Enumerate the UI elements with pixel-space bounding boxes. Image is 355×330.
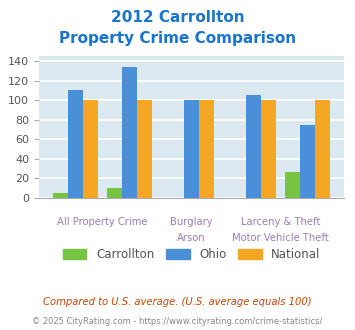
Text: Burglary: Burglary: [170, 217, 213, 227]
Text: Arson: Arson: [178, 233, 206, 243]
Bar: [83, 100, 98, 198]
Bar: [199, 100, 214, 198]
Text: Compared to U.S. average. (U.S. average equals 100): Compared to U.S. average. (U.S. average …: [43, 297, 312, 307]
Bar: [261, 100, 277, 198]
Bar: [122, 67, 137, 198]
Legend: Carrollton, Ohio, National: Carrollton, Ohio, National: [58, 244, 325, 266]
Text: © 2025 CityRating.com - https://www.cityrating.com/crime-statistics/: © 2025 CityRating.com - https://www.city…: [32, 317, 323, 326]
Text: Larceny & Theft: Larceny & Theft: [241, 217, 321, 227]
Bar: [68, 90, 83, 198]
Text: All Property Crime: All Property Crime: [58, 217, 148, 227]
Bar: [246, 95, 261, 198]
Bar: [285, 172, 300, 198]
Bar: [184, 100, 199, 198]
Bar: [300, 125, 315, 198]
Bar: [107, 188, 122, 198]
Text: 2012 Carrollton: 2012 Carrollton: [111, 10, 244, 25]
Text: Motor Vehicle Theft: Motor Vehicle Theft: [233, 233, 329, 243]
Bar: [315, 100, 331, 198]
Text: Property Crime Comparison: Property Crime Comparison: [59, 31, 296, 46]
Bar: [53, 193, 68, 198]
Bar: [137, 100, 152, 198]
